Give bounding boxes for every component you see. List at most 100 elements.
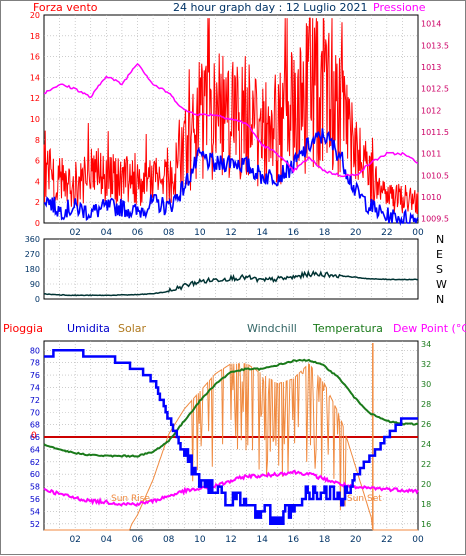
compass-label: N bbox=[436, 293, 444, 306]
humidity-y-tick-label: 52 bbox=[30, 520, 40, 529]
wind-y-tick-label: 8 bbox=[35, 136, 40, 145]
x-tick-label: 06 bbox=[132, 228, 144, 238]
x-tick-label: 12 bbox=[225, 535, 236, 545]
humidity-y-tick-label: 62 bbox=[30, 458, 40, 467]
x-tick-label: 08 bbox=[163, 535, 175, 545]
x-tick-label: 20 bbox=[350, 228, 362, 238]
sunset-label: Sun Set bbox=[347, 494, 382, 504]
wind-y-tick-label: 16 bbox=[30, 53, 40, 62]
humidity-y-tick-label: 70 bbox=[30, 408, 40, 417]
x-tick-label: 00 bbox=[412, 228, 424, 238]
legend-temperature: Temperatura bbox=[312, 322, 383, 335]
rain-zero-label: 0 bbox=[31, 431, 37, 441]
pressure-y-tick-label: 1012 bbox=[421, 106, 441, 115]
humidity-y-tick-label: 56 bbox=[30, 495, 40, 504]
x-tick-label: 14 bbox=[256, 535, 268, 545]
direction-y-tick-label: 270 bbox=[25, 250, 40, 259]
wind-direction-line bbox=[43, 269, 418, 297]
x-tick-label: 12 bbox=[225, 228, 236, 238]
compass-label: N bbox=[436, 233, 444, 246]
x-tick-label: 18 bbox=[319, 535, 331, 545]
temperature-y-tick-label: 28 bbox=[421, 400, 431, 409]
humidity-y-tick-label: 80 bbox=[30, 346, 40, 355]
dewpoint-line bbox=[43, 469, 419, 507]
x-tick-label: 10 bbox=[194, 535, 206, 545]
x-tick-label: 02 bbox=[69, 535, 80, 545]
x-tick-label: 14 bbox=[256, 228, 268, 238]
temperature-line bbox=[43, 358, 419, 458]
temperature-y-tick-label: 34 bbox=[421, 340, 431, 349]
wind-speed-line bbox=[43, 17, 419, 215]
pressure-y-tick-label: 1011 bbox=[421, 150, 441, 159]
legend-dewpoint: Dew Point (°C) bbox=[393, 322, 466, 335]
x-tick-label: 02 bbox=[69, 228, 80, 238]
compass-label: E bbox=[436, 248, 443, 261]
pressure-y-tick-label: 1009.5 bbox=[421, 215, 449, 224]
legend-humidity: Umidita bbox=[67, 322, 110, 335]
wind-average-line bbox=[43, 128, 419, 227]
pressure-y-tick-label: 1013 bbox=[421, 63, 441, 72]
direction-y-tick-label: 360 bbox=[25, 235, 40, 244]
humidity-y-tick-label: 78 bbox=[30, 359, 40, 368]
temperature-y-tick-label: 30 bbox=[421, 380, 431, 389]
temperature-y-tick-label: 20 bbox=[421, 480, 431, 489]
pressure-y-tick-label: 1010.5 bbox=[421, 171, 449, 180]
pressure-y-tick-label: 1011.5 bbox=[421, 128, 449, 137]
direction-y-tick-label: 90 bbox=[30, 280, 40, 289]
compass-label: W bbox=[436, 278, 447, 291]
compass-label: S bbox=[436, 263, 443, 276]
x-tick-label: 06 bbox=[132, 535, 144, 545]
direction-y-tick-label: 0 bbox=[35, 295, 40, 304]
humidity-y-tick-label: 58 bbox=[30, 483, 40, 492]
temperature-y-tick-label: 32 bbox=[421, 360, 431, 369]
legend-solar: Solar bbox=[118, 322, 147, 335]
x-tick-label: 20 bbox=[350, 535, 362, 545]
wind-y-tick-label: 0 bbox=[35, 219, 40, 228]
x-tick-label: 16 bbox=[288, 535, 300, 545]
humidity-y-tick-label: 54 bbox=[30, 507, 40, 516]
humidity-line bbox=[44, 349, 418, 526]
wind-y-tick-label: 4 bbox=[35, 177, 40, 186]
wind-y-tick-label: 6 bbox=[35, 157, 40, 166]
humidity-y-tick-label: 76 bbox=[30, 371, 40, 380]
humidity-y-tick-label: 60 bbox=[30, 470, 40, 479]
humidity-y-tick-label: 72 bbox=[30, 396, 40, 405]
humidity-y-tick-label: 64 bbox=[30, 445, 40, 454]
wind-y-tick-label: 2 bbox=[35, 198, 40, 207]
wind-y-tick-label: 18 bbox=[30, 32, 40, 41]
temperature-y-tick-label: 22 bbox=[421, 460, 431, 469]
pressure-y-tick-label: 1014 bbox=[421, 20, 441, 29]
wind-axis-title: Forza vento bbox=[33, 1, 98, 14]
humidity-y-tick-label: 74 bbox=[30, 383, 40, 392]
temperature-y-tick-label: 26 bbox=[421, 420, 431, 429]
wind-y-tick-label: 20 bbox=[30, 11, 40, 20]
wind-y-tick-label: 14 bbox=[30, 73, 40, 82]
legend-windchill: Windchill bbox=[247, 322, 297, 335]
legend-rain: Pioggia bbox=[3, 322, 43, 335]
pressure-y-tick-label: 1010 bbox=[421, 193, 441, 202]
x-tick-label: 22 bbox=[381, 535, 392, 545]
x-tick-label: 04 bbox=[101, 228, 113, 238]
pressure-line bbox=[44, 62, 419, 178]
humidity-y-tick-label: 66 bbox=[30, 433, 40, 442]
pressure-axis-title: Pressione bbox=[373, 1, 426, 14]
temperature-y-tick-label: 24 bbox=[421, 440, 431, 449]
x-tick-label: 10 bbox=[194, 228, 206, 238]
pressure-y-tick-label: 1012.5 bbox=[421, 85, 449, 94]
x-tick-label: 08 bbox=[163, 228, 175, 238]
solar-line bbox=[44, 363, 418, 531]
temperature-y-tick-label: 16 bbox=[421, 520, 431, 529]
x-tick-label: 18 bbox=[319, 228, 331, 238]
wind-y-tick-label: 12 bbox=[30, 94, 40, 103]
legend: Pioggia Umidita Solar Windchill Temperat… bbox=[3, 322, 466, 335]
x-tick-label: 22 bbox=[381, 228, 392, 238]
direction-y-tick-label: 180 bbox=[25, 265, 40, 274]
sunrise-label: Sun Rise bbox=[111, 494, 150, 504]
chart-title: 24 hour graph day : 12 Luglio 2021 bbox=[173, 1, 368, 14]
humidity-y-tick-label: 68 bbox=[30, 421, 40, 430]
x-tick-label: 04 bbox=[101, 535, 113, 545]
temperature-y-tick-label: 18 bbox=[421, 500, 431, 509]
x-tick-label: 00 bbox=[412, 535, 424, 545]
